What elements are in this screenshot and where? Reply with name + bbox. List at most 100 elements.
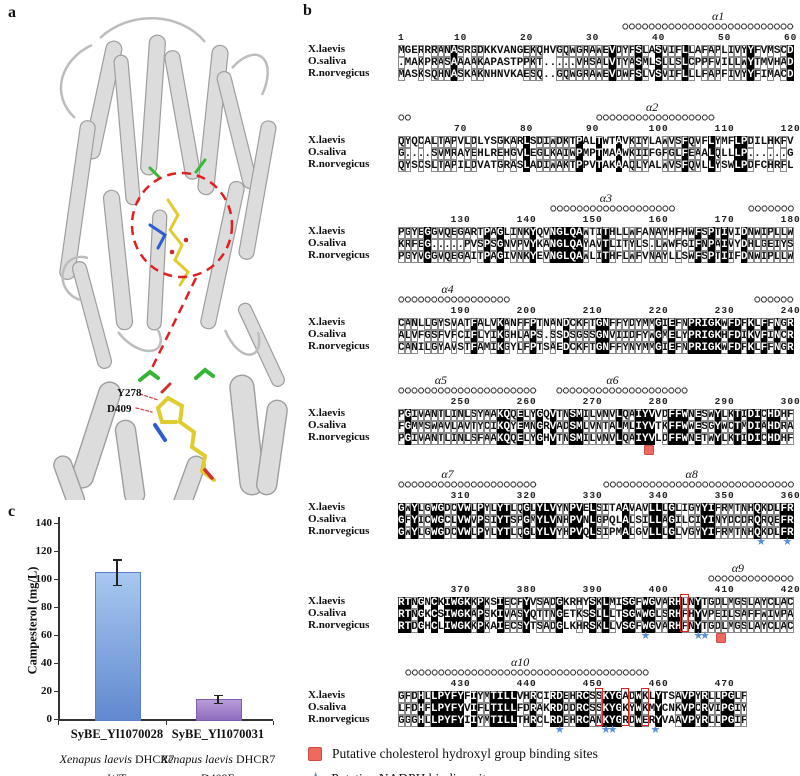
ruler-number: 40 [651, 32, 666, 43]
species-label: O.saliva [308, 419, 347, 431]
ruler-number: 390 [582, 584, 603, 595]
strain-species-italic: Xenapus laevis [160, 752, 233, 766]
inset-connector [148, 277, 198, 373]
nadph-binding-star-icon: ★ [600, 724, 611, 736]
ruler-number: 350 [714, 490, 735, 501]
y-tick-label: 140 [35, 517, 53, 529]
helix-coil [398, 295, 511, 304]
ruler-number: 340 [648, 490, 669, 501]
helix-coil [602, 480, 794, 489]
residue-sequence: MGERRRANASRGDKKVANGEKQHVGQWGRAWEVDYFSLAS… [398, 45, 794, 57]
error-bar [116, 559, 118, 585]
residue-ruler: 130 140 150 160 170 180 [308, 214, 800, 225]
ruler-number: 320 [516, 490, 537, 501]
species-label: O.saliva [308, 328, 347, 340]
error-bar-cap-top [112, 559, 122, 561]
sequence-row: X.laevis GFDHLLPYFYFIYMTILLVHRCIRDEHRCSSK… [308, 689, 800, 703]
error-bar-cap-top [213, 694, 223, 696]
sequence-row: R.norvegicus PGIVANTLINLSFAAKQQELYGHVTNSM… [308, 431, 800, 445]
species-label: O.saliva [308, 237, 347, 249]
secondary-structure-row: α2 [308, 100, 800, 123]
inset-ribbon [53, 374, 288, 500]
secondary-structure-row: α3 [308, 191, 800, 214]
strain-gene: DHCR7 [131, 752, 175, 766]
nadph-binding-star-icon: ★ [693, 630, 704, 642]
ruler-number: 1 [397, 32, 405, 43]
residue-ruler: 250 260 270 280 290 300 [308, 396, 800, 407]
cholesterol-binding-square-icon [308, 747, 322, 761]
ruler-number: 310 [450, 490, 471, 501]
sequence-row: X.laevis RTNGNCKIWGKKPKSIECFYVSADGKRHYSKL… [308, 595, 800, 609]
alignment-block: α4 190 200 210 220 230 240 X.laevis CANLLGYSVATF… [308, 282, 800, 354]
ribbon-loops [59, 17, 269, 356]
ruler-number: 360 [780, 490, 800, 501]
y-tick-label: 60 [41, 629, 52, 641]
sequence-row: O.saliva LFDHFLPYFYVIFLTILLFDRAKRDDDRCSSK… [308, 701, 800, 715]
ruler-number: 290 [714, 396, 735, 407]
legend-item: Putative cholesterol hydroxyl group bind… [308, 746, 800, 762]
binding-site-marker-row: ★ ★ [308, 536, 800, 550]
alignment-block: α2 70 80 90 100 110 120 X.laevis QYQCALTAPVLDLYS… [308, 100, 800, 172]
ruler-number: 190 [450, 305, 471, 316]
residue-ruler: 70 80 90 100 110 120 [308, 123, 800, 134]
ruler-number: 150 [582, 214, 603, 225]
helix-coil [747, 204, 794, 213]
legend-label: Putative NADPH binding sites [331, 771, 497, 776]
y-tick-label: 80 [41, 601, 52, 613]
y-tick-label: 100 [35, 573, 53, 585]
helix-label: α10 [510, 655, 530, 669]
sequence-row: R.norvegicus CANILGYAVSTFAMIKGYLFPTSAEDCK… [308, 340, 800, 354]
ruler-number: 420 [780, 584, 800, 595]
y-tick-mark [54, 523, 58, 524]
y-tick-mark [54, 607, 58, 608]
sequence-row: X.laevis CANLLGYSVATFALVKANFFPTNANDCKFTGN… [308, 316, 800, 330]
residue-sequence: GWYLGWGDCVWLPYLYTLQGLYLVYNPVELSITAAVAVLL… [398, 503, 794, 515]
category-label: SyBE_Yl1070028 [70, 727, 164, 741]
species-label: X.laevis [308, 407, 345, 419]
ruler-number: 100 [648, 123, 669, 134]
species-label: R.norvegicus [308, 249, 370, 261]
inset-sticks [135, 367, 216, 482]
species-label: R.norvegicus [308, 158, 370, 170]
ruler-number: 460 [648, 678, 669, 689]
sequence-row: X.laevis PGIVANTLINLSYAAKQQELYGQVTNSMILVN… [308, 407, 800, 421]
helix-coil [549, 204, 676, 213]
panel-a-label: a [8, 4, 16, 21]
panel-c-label: c [8, 503, 16, 520]
residue-sequence: QYSCSLTAPILDVATGRASLADIWAKTPPVTAKAAQLYAL… [398, 160, 794, 172]
active-site-sticks [148, 158, 207, 287]
species-label: O.saliva [308, 146, 347, 158]
strain-species-italic: Xenapus laevis [59, 752, 132, 766]
y-tick-mark [54, 551, 58, 552]
sequence-row: O.saliva KRFEG.....PVSPSGNVPVYKANGLQAYAVT… [308, 237, 800, 251]
legend-label: Putative cholesterol hydroxyl group bind… [332, 746, 598, 761]
ruler-number: 90 [585, 123, 600, 134]
strain-label: Xenapus laevis DHCR7 [161, 752, 276, 767]
sequence-row: R.norvegicus GWYLGWGDCVWLPYLYTLQGLYLVYHPV… [308, 525, 800, 539]
error-bar-cap-bottom [112, 584, 122, 587]
secondary-structure-row: α10 [308, 655, 800, 678]
ruler-number: 80 [519, 123, 534, 134]
ruler-number: 180 [780, 214, 800, 225]
nadph-binding-star-icon: ★ [607, 724, 618, 736]
ruler-number: 260 [516, 396, 537, 407]
ruler-number: 230 [714, 305, 735, 316]
species-label: R.norvegicus [308, 619, 370, 631]
species-label: X.laevis [308, 134, 345, 146]
species-label: R.norvegicus [308, 431, 370, 443]
ruler-number: 470 [714, 678, 735, 689]
alignment-block: α1 1 10 20 30 40 50 60 X.laevis MGERRRANASRGDKKVA… [308, 9, 800, 81]
ruler-number: 440 [516, 678, 537, 689]
alignment-block: α5 α6 250 260 270 280 290 300 X.laevis PGIVANTLIN… [308, 373, 800, 456]
ruler-number: 250 [450, 396, 471, 407]
helix-label: α7 [441, 467, 454, 481]
residue-sequence: CANILGYAVSTFAMIKGYLFPTSAEDCKFTGNFFYNYMMG… [398, 342, 794, 354]
helix-coil [398, 113, 411, 122]
species-label: X.laevis [308, 689, 345, 701]
error-bar [217, 694, 219, 703]
helix-label: α4 [441, 282, 454, 296]
sequence-row: R.norvegicus RTDGHCLIWGKKPKAIECSYTSADGLKH… [308, 619, 800, 633]
ruler-number: 280 [648, 396, 669, 407]
ruler-number: 20 [519, 32, 534, 43]
y-tick-mark [54, 663, 58, 664]
